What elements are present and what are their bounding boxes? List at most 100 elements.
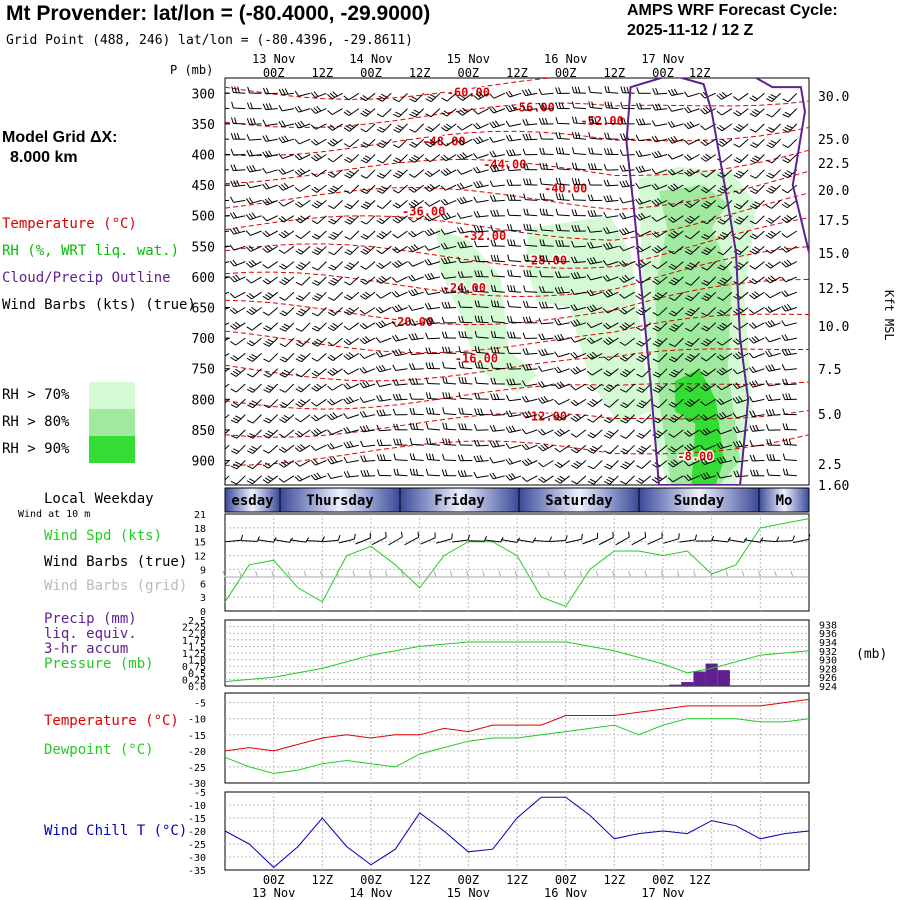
wind-barb [359,396,376,403]
wind-barb-shaft [411,352,424,356]
wind-barb [294,153,311,161]
wind-barb-shaft [382,154,392,164]
wind-barb [538,103,554,110]
wind-barb [555,239,570,247]
wind-barb-flag [395,111,402,116]
wind-barb-shaft [267,276,278,285]
wind-barb-grid-flag [547,570,551,578]
wind-barb-shaft [492,460,505,464]
wind-barb-shaft [786,245,798,253]
wind-barb-true-shaft [679,539,696,543]
wind-barb [225,276,230,282]
wind-barb [489,120,505,129]
wind-barb-flag [538,462,544,468]
wind-barb-grid-flag [482,570,486,578]
wind-barb [376,154,392,164]
wind-barb [587,241,603,249]
wind-barb [489,472,505,480]
wind-barb [441,108,457,117]
wind-barb [506,179,522,186]
wind-barb-flag [526,254,529,261]
wind-barb [393,468,408,477]
wind-barb-flag [328,205,335,210]
wind-barb-flag [411,333,416,340]
wind-barb-grid [628,570,647,578]
legend-rh70: RH > 70% [2,387,70,403]
wind-barb [701,291,717,302]
wind-barb-flag [362,95,369,100]
wind-barb [458,438,473,446]
wind-barb [571,460,587,469]
wind-barb-flag [299,399,306,404]
wind-barb-flag [251,259,257,265]
wind-barb-shaft [331,429,343,435]
model-grid-info: Model Grid ΔX: 8.000 km [2,128,118,168]
wind-barb-flag [251,400,258,404]
wind-barb-flag [458,331,461,338]
wind-barb-flag [489,457,494,464]
wind-barb-flag [505,135,510,142]
wind-barb [555,177,570,186]
wind-barb-shaft [525,214,538,217]
wind-barb-flag [668,388,675,393]
wind-barb-shaft [706,353,717,362]
wind-barb [262,244,278,253]
wind-barb-flag [392,174,399,179]
wind-barb-shaft [461,123,473,131]
wind-barb [229,274,246,283]
wind-barb-shaft [641,429,652,439]
wind-barb-flag [749,294,755,300]
wind-barb [619,274,635,283]
wind-barb-shaft [753,322,765,329]
pressure-tick-label: 800 [192,393,215,408]
wind-barb-flag [765,365,770,372]
wind-barb [245,212,262,221]
wind-barb [473,471,489,479]
wind-barb-flag [491,106,497,113]
wind-barb-flag [525,118,529,126]
wind-barb-shaft [282,169,295,175]
wind-barb-shaft [333,261,343,271]
wind-barb-flag [651,168,657,175]
wind-barb-grid-flag [693,570,697,578]
wind-barb-shaft [317,276,327,286]
wind-barb-flag [767,350,773,357]
wind-barb-flag [249,149,254,156]
wind-barb [748,352,765,359]
wind-barb-shaft [673,398,684,408]
wind-barb-flag [463,241,467,248]
wind-barb-flag [525,163,529,170]
wind-barb-flag [413,199,420,205]
wind-barb-flag [460,226,464,233]
wind-barb-flag [230,148,234,156]
wind-barb-flag [749,265,756,270]
wind-barb-flag [394,217,401,222]
wind-barb-shaft [411,322,424,326]
wind-barb [231,86,246,94]
cross-section-content: -60.00-56.00-52.00-48.00-44.00-40.00-36.… [225,78,809,485]
wind-barb [392,200,408,209]
wind-barb-flag [427,96,434,100]
wind-barb-shaft [346,460,359,464]
wind-barb [295,276,311,286]
wind-barb-flag [442,438,445,445]
wind-barb-flag [733,190,740,194]
wind-barb [506,224,522,232]
isotherm-line [225,278,809,326]
wind-barb [684,353,700,362]
wind-barb-flag [538,301,542,309]
top-tick-label: 00Z [652,66,674,80]
wind-barb-shaft [721,123,733,132]
wind-barb-flag [294,203,301,208]
wind-barb [602,259,619,266]
wind-barb [376,123,392,133]
wind-barb-flag [560,286,565,293]
wind-barb [667,120,684,128]
wind-barb-flag [539,132,542,140]
wind-barb-flag [429,139,436,144]
wind-barb-flag [782,423,786,430]
wind-barb [263,353,279,363]
wind-barb [489,195,505,202]
wind-barb-flag [700,357,707,362]
wind-barb-shaft [574,291,586,295]
